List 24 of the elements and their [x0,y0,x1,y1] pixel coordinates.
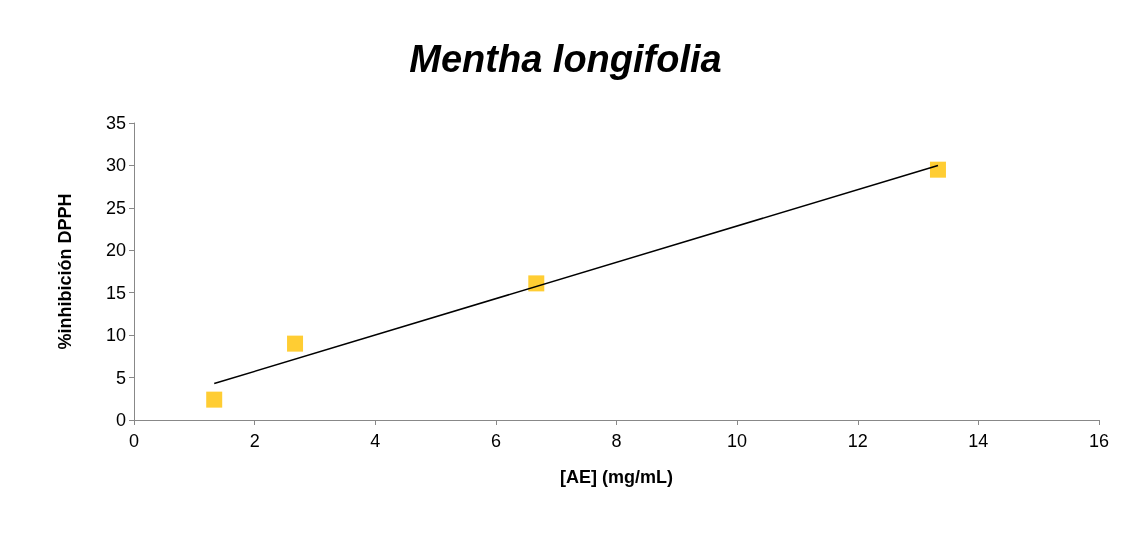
x-tick-label: 2 [249,431,260,451]
y-tick-label: 25 [105,197,126,218]
chart-title: Mentha longifolia [409,38,722,80]
point [929,161,946,178]
x-tick-label: 6 [490,431,501,451]
y-tick-label: 0 [115,410,126,430]
y-tick-label: 5 [115,367,126,388]
x-tick-label: 4 [370,431,381,451]
y-tick-label: 15 [105,282,126,303]
x-tick-label: 12 [847,431,868,451]
y-tick-label: 10 [105,325,126,346]
x-tick-label: 14 [968,431,989,451]
y-tick-label: 20 [105,240,126,261]
point [528,275,545,292]
y-tick-label: 35 [105,113,126,133]
x-axis-title: [AE] (mg/mL) [560,467,673,487]
x-tick-label: 16 [1088,431,1110,451]
x-tick-label: 10 [727,431,748,451]
y-tick-label: 30 [105,155,126,176]
point [287,335,304,352]
x-tick-label: 0 [128,431,140,451]
y-axis-title: %inhibición DPPH [55,193,75,350]
point [206,391,223,408]
x-tick-label: 8 [611,431,622,451]
